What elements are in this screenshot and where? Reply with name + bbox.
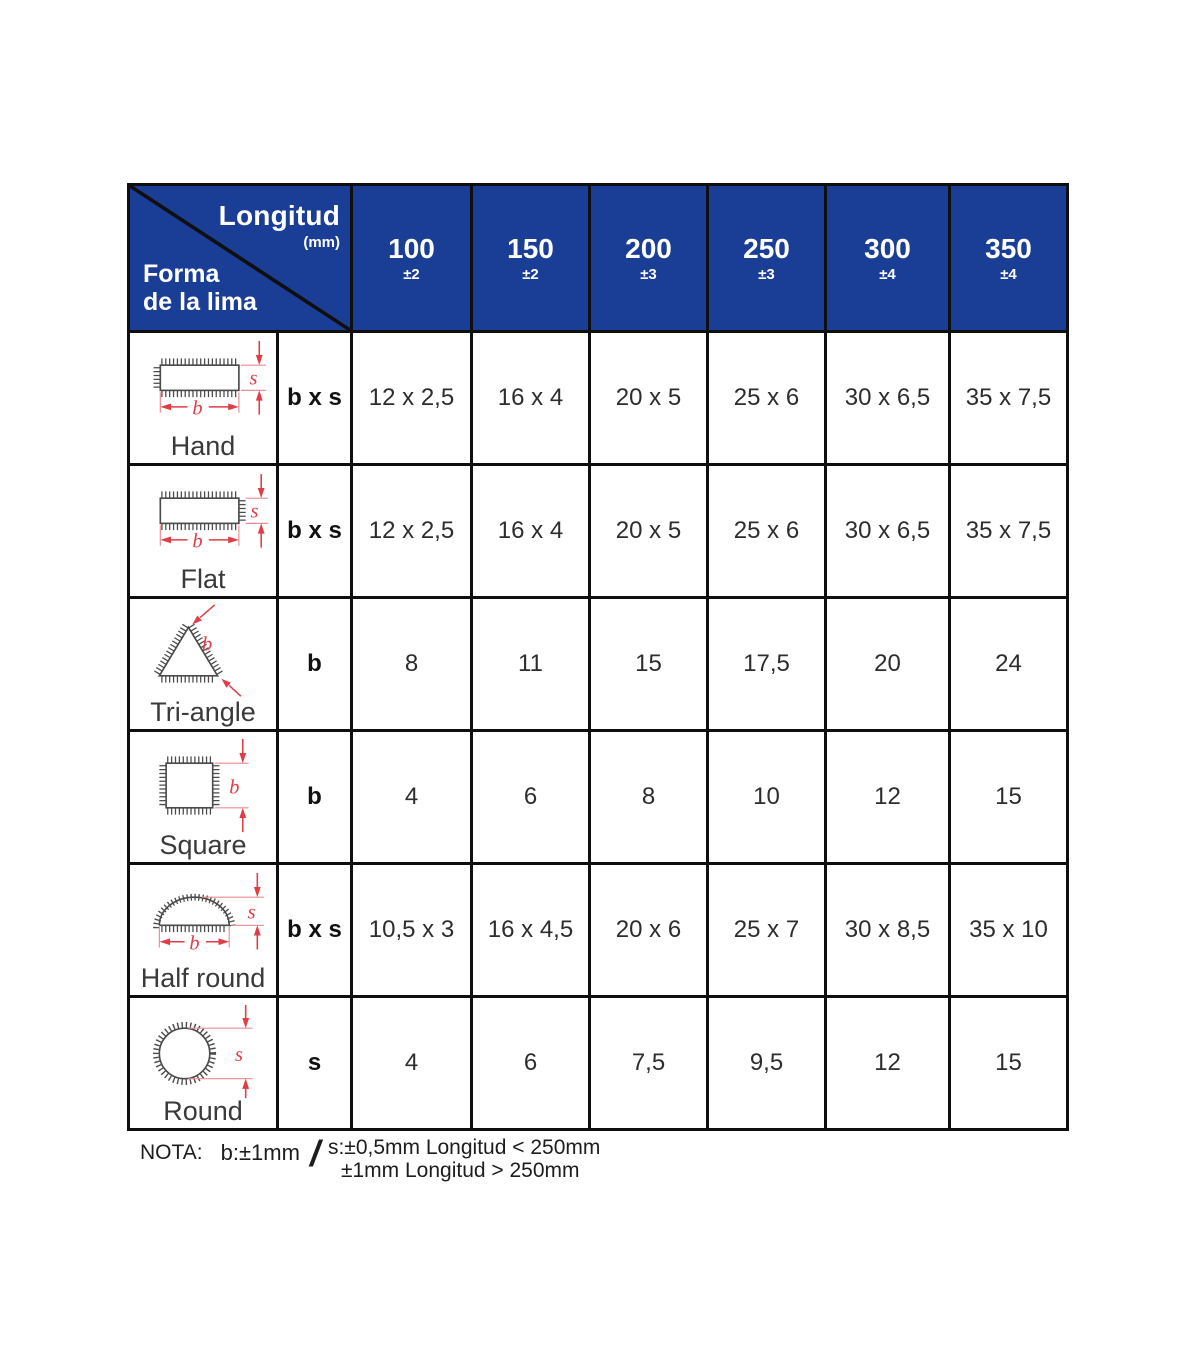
round-file-icon: s [153, 1004, 253, 1099]
value-cell: 10,5 x 3 [350, 862, 473, 998]
value-cell: 30 x 6,5 [824, 463, 951, 599]
hand-file-icon: b s [153, 340, 267, 420]
square-file-icon: b [159, 738, 249, 833]
dim-label-cell: s [276, 995, 353, 1131]
dim-label-cell: b x s [276, 330, 353, 466]
value-cell: 6 [470, 729, 591, 865]
shape-cell-triangle: b Tri-angle [127, 596, 279, 732]
forma-line1: Forma [143, 259, 220, 288]
shape-cell-square: b Square [127, 729, 279, 865]
shape-cell-round: s Round [127, 995, 279, 1131]
mm-unit-label: (mm) [303, 234, 340, 251]
value-cell: 16 x 4 [470, 463, 591, 599]
value-cell: 4 [350, 729, 473, 865]
value-cell: 20 x 5 [588, 330, 709, 466]
longitud-label: Longitud [218, 200, 340, 231]
dim-label-cell: b [276, 596, 353, 732]
svg-text:s: s [250, 368, 258, 390]
note-b-tolerance: b:±1mm [220, 1140, 300, 1165]
note-s-line1: s:±0,5mm Longitud < 250mm [327, 1136, 601, 1159]
value-cell: 30 x 8,5 [824, 862, 951, 998]
value-cell: 25 x 7 [706, 862, 827, 998]
shape-label: Tri-angle [150, 697, 256, 727]
longitud-header: Longitud (mm) [219, 200, 340, 251]
shape-label: Half round [140, 963, 266, 993]
value-cell: 30 x 6,5 [824, 330, 951, 466]
value-cell: 16 x 4,5 [470, 862, 591, 998]
value-cell: 35 x 7,5 [948, 463, 1069, 599]
value-cell: 12 [824, 729, 951, 865]
tolerance-note: NOTA: b:±1mm / s:±0,5mm Longitud < 250mm… [140, 1133, 600, 1183]
triangle-file-icon: b [153, 604, 242, 697]
length-header-350: 350 ±4 [948, 183, 1069, 333]
svg-text:s: s [251, 501, 259, 523]
value-cell: 17,5 [706, 596, 827, 732]
value-cell: 20 [824, 596, 951, 732]
value-cell: 15 [588, 596, 709, 732]
header-row: Longitud (mm) Forma de la lima 100 ±2 15… [127, 183, 1069, 333]
half-round-file-icon: b s [153, 872, 265, 955]
note-s-tolerance: s:±0,5mm Longitud < 250mm ±1mm Longitud … [328, 1136, 600, 1182]
table-row-triangle: b Tri-angle b 8 11 15 17,5 20 24 [127, 596, 1069, 732]
length-header-300: 300 ±4 [824, 183, 951, 333]
value-cell: 16 x 4 [470, 330, 591, 466]
table-row-hand: b s Hand b x s 12 x 2,5 16 [127, 330, 1069, 466]
value-cell: 25 x 6 [706, 463, 827, 599]
table-row-flat: b s Flat b x s 12 x 2,5 16 [127, 463, 1069, 599]
value-cell: 12 x 2,5 [350, 330, 473, 466]
length-header-100: 100 ±2 [350, 183, 473, 333]
value-cell: 20 x 6 [588, 862, 709, 998]
svg-text:s: s [235, 1044, 243, 1066]
shape-label: Hand [170, 431, 236, 461]
svg-text:b: b [192, 398, 202, 420]
value-cell: 15 [948, 729, 1069, 865]
value-cell: 35 x 7,5 [948, 330, 1069, 466]
value-cell: 7,5 [588, 995, 709, 1131]
value-cell: 35 x 10 [948, 862, 1069, 998]
shape-label: Round [163, 1096, 243, 1126]
note-s-line2: ±1mm Longitud > 250mm [340, 1159, 580, 1183]
forma-line2: de la lima [143, 288, 257, 317]
length-header-250: 250 ±3 [706, 183, 827, 333]
svg-text:s: s [248, 902, 256, 924]
value-cell: 9,5 [706, 995, 827, 1131]
note-label: NOTA: [140, 1141, 203, 1164]
diagonal-divider-line [130, 186, 350, 330]
value-cell: 11 [470, 596, 591, 732]
length-header-200: 200 ±3 [588, 183, 709, 333]
dim-label-cell: b x s [276, 463, 353, 599]
value-cell: 4 [350, 995, 473, 1131]
value-cell: 20 x 5 [588, 463, 709, 599]
value-cell: 12 [824, 995, 951, 1131]
forma-de-la-lima-label: Forma de la lima [143, 260, 257, 318]
value-cell: 25 x 6 [706, 330, 827, 466]
shape-label: Square [159, 830, 247, 860]
table-row-square: b Square b 4 6 8 10 12 15 [127, 729, 1069, 865]
flat-file-icon: b s [159, 473, 268, 553]
corner-header-cell: Longitud (mm) Forma de la lima [127, 183, 353, 333]
value-cell: 10 [706, 729, 827, 865]
dim-label-cell: b x s [276, 862, 353, 998]
table-row-round: s Round s 4 6 7,5 9,5 12 15 [127, 995, 1069, 1131]
shape-cell-half-round: b s Half round [127, 862, 279, 998]
svg-text:b: b [229, 776, 239, 798]
length-header-150: 150 ±2 [470, 183, 591, 333]
shape-label: Flat [180, 564, 226, 594]
svg-text:b: b [202, 634, 212, 656]
shape-cell-flat: b s Flat [127, 463, 279, 599]
value-cell: 8 [350, 596, 473, 732]
value-cell: 8 [588, 729, 709, 865]
dim-label-cell: b [276, 729, 353, 865]
note-slash: / [309, 1133, 320, 1174]
value-cell: 15 [948, 995, 1069, 1131]
table-row-half-round: b s Half round b x s 10,5 x 3 [127, 862, 1069, 998]
value-cell: 6 [470, 995, 591, 1131]
file-dimensions-table: Longitud (mm) Forma de la lima 100 ±2 15… [127, 183, 1069, 1131]
svg-text:b: b [189, 933, 199, 955]
value-cell: 12 x 2,5 [350, 463, 473, 599]
shape-cell-hand: b s Hand [127, 330, 279, 466]
value-cell: 24 [948, 596, 1069, 732]
svg-text:b: b [192, 531, 202, 553]
